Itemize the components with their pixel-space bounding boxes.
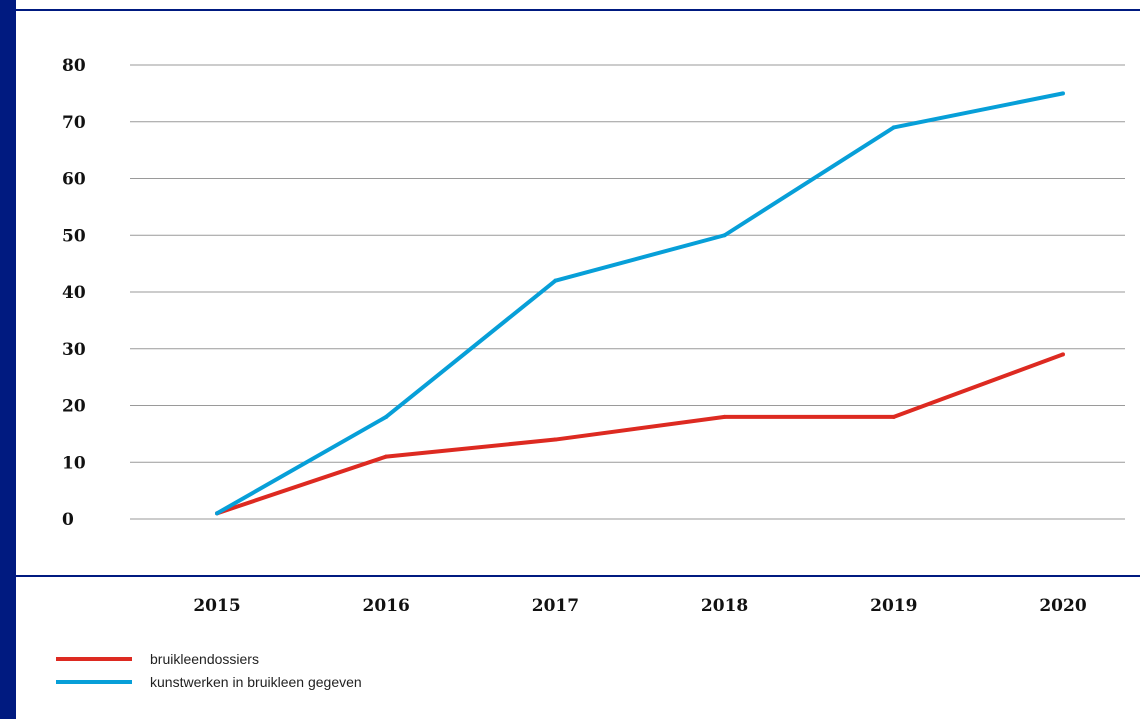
y-axis-tick-labels: 0 10 20 30 40 50 60 70 80	[62, 56, 86, 530]
left-accent-bar	[0, 0, 16, 719]
x-tick-label-2020: 2020	[1039, 596, 1086, 616]
y-tick-label-0: 0	[62, 510, 74, 530]
y-tick-label-60: 60	[62, 170, 86, 190]
legend-item-bruikleendossiers: bruikleendossiers	[56, 647, 362, 670]
y-tick-label-80: 80	[62, 56, 86, 76]
data-point-1-2020	[1061, 91, 1065, 96]
x-tick-label-2015: 2015	[193, 596, 240, 616]
data-point-0-2019	[891, 414, 896, 419]
data-point-0-2020	[1061, 352, 1065, 357]
series-line-1	[216, 91, 1064, 516]
data-point-0-2018	[722, 414, 727, 419]
y-tick-label-50: 50	[62, 226, 86, 246]
data-point-0-2016	[384, 454, 389, 459]
y-tick-label-30: 30	[62, 340, 86, 360]
series-line-0	[216, 352, 1064, 516]
series-lines	[215, 91, 1065, 516]
legend-swatch-bruikleendossiers	[56, 656, 132, 661]
legend-label-kunstwerken: kunstwerken in bruikleen gegeven	[150, 673, 362, 690]
data-point-0-2017	[553, 437, 558, 442]
data-point-1-2015	[215, 511, 219, 516]
y-tick-label-10: 10	[62, 453, 86, 473]
data-point-1-2019	[891, 125, 896, 130]
gridlines	[130, 64, 1125, 520]
x-tick-label-2019: 2019	[870, 596, 917, 616]
y-tick-label-40: 40	[62, 283, 86, 303]
data-point-1-2016	[384, 414, 389, 419]
bottom-rule	[16, 575, 1140, 577]
x-tick-label-2017: 2017	[532, 596, 579, 616]
x-tick-label-2016: 2016	[363, 596, 410, 616]
x-tick-label-2018: 2018	[701, 596, 748, 616]
y-tick-label-70: 70	[62, 113, 86, 133]
top-rule	[16, 9, 1140, 11]
data-point-1-2017	[553, 278, 558, 283]
legend-label-bruikleendossiers: bruikleendossiers	[150, 650, 259, 667]
legend: bruikleendossiers kunstwerken in bruikle…	[56, 647, 362, 693]
data-point-1-2018	[722, 233, 727, 238]
x-axis-tick-labels: 2015 2016 2017 2018 2019 2020	[193, 596, 1086, 616]
y-tick-label-20: 20	[62, 397, 86, 417]
legend-item-kunstwerken: kunstwerken in bruikleen gegeven	[56, 670, 362, 693]
legend-swatch-kunstwerken	[56, 679, 132, 684]
